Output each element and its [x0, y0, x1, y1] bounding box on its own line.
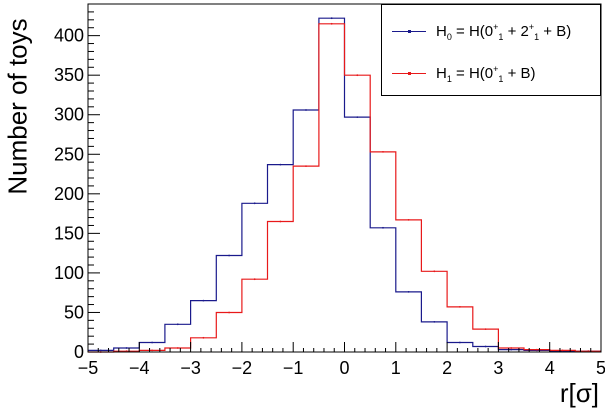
y-tick-label: 100	[54, 263, 84, 283]
y-tick-label: 150	[54, 223, 84, 243]
series-h1-bin-10	[356, 74, 359, 77]
series-h0-bin-9	[330, 17, 333, 20]
series-h0-bin-14	[459, 341, 461, 344]
legend-swatch-h0	[392, 30, 426, 33]
series-h0-bin-8	[305, 109, 307, 111]
y-tick-label: 50	[64, 302, 84, 322]
legend-entry-h0: H0 = H(0+1 + 2+1 + B)	[382, 17, 600, 47]
series-h1-bin-5	[228, 311, 231, 314]
series-h1-bin-14	[459, 306, 461, 308]
series-h0-bin-10	[356, 116, 359, 118]
legend-entry-h1: H1 = H(0+1 + B)	[382, 59, 600, 89]
x-tick-label: 0	[339, 358, 349, 378]
y-tick-label: 0	[74, 342, 84, 362]
series-h0-bin-15	[484, 345, 487, 348]
series-h0-bin-4	[202, 299, 205, 302]
y-tick-label: 200	[54, 184, 84, 204]
x-tick-label: 5	[596, 358, 605, 378]
x-tick-label: −5	[78, 358, 99, 378]
series-h1-bin-16	[510, 347, 513, 349]
x-tick-label: 1	[391, 358, 401, 378]
legend-label-h0: H0 = H(0+1 + 2+1 + B)	[436, 22, 572, 42]
legend-swatch-h1	[392, 72, 426, 75]
series-h0-bin-3	[176, 323, 179, 326]
series-h1-bin-8	[305, 165, 307, 168]
y-axis-title: Number of toys	[2, 18, 33, 195]
series-h0-bin-5	[228, 254, 231, 257]
series-h1-bin-2	[151, 349, 154, 352]
series-h0-bin-1	[125, 347, 128, 349]
series-h0-bin-0	[99, 349, 102, 352]
series-h1-bin-6	[253, 278, 256, 281]
series-h1-bin-3	[176, 347, 179, 349]
series-h1-bin-18	[561, 349, 564, 352]
series-h1-bin-12	[407, 219, 410, 221]
series-h0-bin-11	[382, 226, 384, 229]
y-tick-label: 300	[54, 105, 84, 125]
series-h0-bin-16	[510, 348, 513, 351]
legend-label-h1: H1 = H(0+1 + B)	[436, 64, 536, 84]
series-h0-bin-12	[407, 291, 410, 293]
legend: H0 = H(0+1 + 2+1 + B) H1 = H(0+1 + B)	[381, 4, 601, 96]
series-h1-bin-7	[279, 220, 282, 223]
x-tick-label: −2	[232, 358, 253, 378]
series-h1-bin-13	[433, 270, 436, 273]
series-h1-bin-17	[536, 348, 538, 351]
series-h1-bin-9	[330, 22, 333, 25]
series-h0-bin-13	[433, 321, 436, 323]
y-tick-label: 250	[54, 144, 84, 164]
x-tick-label: 2	[442, 358, 452, 378]
y-tick-label: 400	[54, 26, 84, 46]
x-tick-label: −1	[283, 358, 304, 378]
y-tick-label: 350	[54, 65, 84, 85]
x-tick-label: −3	[180, 358, 201, 378]
series-h1-bin-15	[484, 328, 487, 330]
x-tick-label: −4	[129, 358, 150, 378]
x-tick-label: 3	[493, 358, 503, 378]
x-axis-title: r[σ]	[559, 378, 599, 408]
series-h0-bin-6	[253, 202, 256, 205]
series-h1-bin-11	[382, 151, 384, 153]
series-h0-bin-2	[151, 341, 154, 344]
series-h0-bin-7	[279, 163, 282, 166]
series-h1-bin-4	[202, 336, 205, 339]
x-tick-label: 4	[545, 358, 555, 378]
